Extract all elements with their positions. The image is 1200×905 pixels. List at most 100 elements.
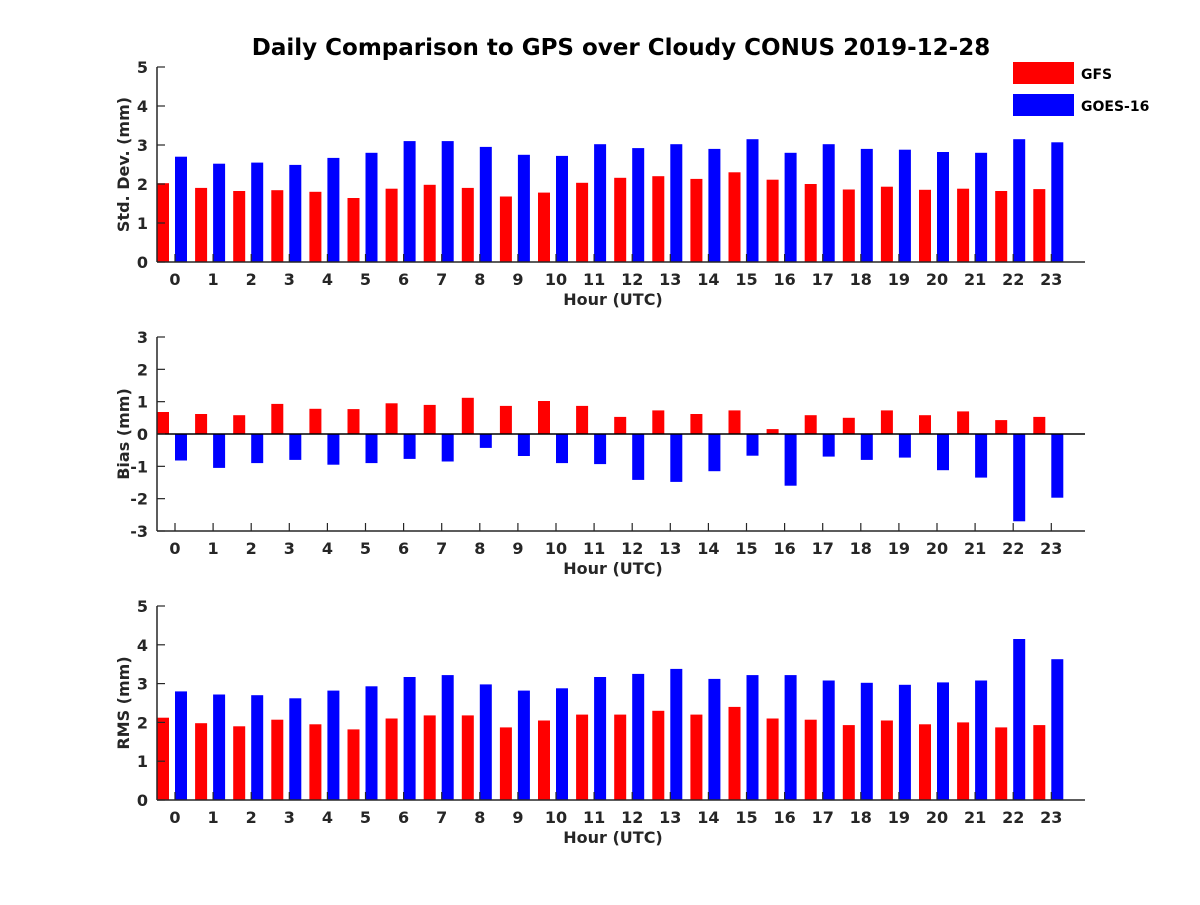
- x-tick-label: 6: [398, 539, 409, 558]
- bar-goes-16-hour-3: [289, 164, 302, 262]
- x-tick-label: 9: [512, 270, 523, 289]
- bar-gfs-hour-1: [195, 723, 208, 800]
- y-tick-label: 1: [137, 214, 148, 233]
- bar-gfs-hour-21: [957, 722, 970, 800]
- legend-swatch-goes-16: [1013, 94, 1074, 116]
- bar-gfs-hour-1: [195, 187, 208, 262]
- x-tick-label: 13: [659, 539, 681, 558]
- bar-gfs-hour-5: [347, 409, 360, 434]
- bar-gfs-hour-14: [690, 414, 703, 434]
- bar-gfs-hour-6: [385, 188, 398, 262]
- y-tick-label: 4: [137, 97, 148, 116]
- bar-goes-16-hour-21: [975, 434, 988, 478]
- x-tick-label: 18: [850, 270, 872, 289]
- legend-label-gfs: GFS: [1081, 67, 1112, 83]
- y-axis-title: RMS (mm): [114, 656, 133, 749]
- bar-goes-16-hour-23: [1051, 659, 1064, 800]
- bar-goes-16-hour-5: [365, 686, 378, 800]
- y-tick-label: 5: [137, 597, 148, 616]
- x-tick-label: 9: [512, 808, 523, 827]
- bar-gfs-hour-6: [385, 718, 398, 800]
- x-tick-label: 4: [322, 539, 333, 558]
- bar-gfs-hour-13: [652, 710, 665, 800]
- bar-gfs-hour-14: [690, 714, 703, 800]
- bar-goes-16-hour-12: [632, 673, 645, 800]
- y-tick-label: 2: [137, 175, 148, 194]
- bar-gfs-hour-7: [423, 715, 436, 800]
- bar-gfs-hour-21: [957, 188, 970, 262]
- bar-gfs-hour-9: [499, 196, 512, 262]
- bar-goes-16-hour-15: [746, 139, 759, 262]
- x-tick-label: 7: [436, 270, 447, 289]
- bar-gfs-hour-18: [842, 725, 855, 800]
- x-tick-label: 19: [888, 539, 910, 558]
- bar-gfs-hour-8: [461, 187, 474, 262]
- bar-goes-16-hour-5: [365, 152, 378, 262]
- bar-gfs-hour-11: [576, 714, 589, 800]
- x-tick-label: 4: [322, 270, 333, 289]
- bar-goes-16-hour-20: [937, 434, 949, 471]
- bar-gfs-hour-20: [919, 724, 931, 800]
- x-tick-label: 21: [964, 808, 986, 827]
- x-tick-label: 11: [583, 270, 605, 289]
- chart-legend: GFS GOES-16: [1013, 62, 1149, 116]
- bar-goes-16-hour-14: [708, 148, 721, 262]
- bar-goes-16-hour-16: [784, 152, 797, 262]
- bar-gfs-hour-22: [995, 191, 1008, 262]
- x-tick-label: 17: [812, 808, 834, 827]
- x-tick-label: 5: [360, 808, 371, 827]
- bar-gfs-hour-21: [957, 411, 970, 434]
- x-tick-label: 10: [545, 270, 567, 289]
- bar-gfs-hour-22: [995, 420, 1008, 434]
- chart-title: Daily Comparison to GPS over Cloudy CONU…: [252, 35, 990, 61]
- bar-goes-16-hour-17: [822, 434, 835, 457]
- bar-goes-16-hour-8: [479, 684, 492, 800]
- bar-gfs-hour-12: [614, 177, 627, 262]
- y-tick-label: 3: [137, 675, 148, 694]
- bar-gfs-hour-23: [1033, 189, 1046, 262]
- bar-gfs-hour-7: [423, 404, 436, 434]
- y-tick-label: 0: [137, 791, 148, 810]
- y-tick-label: -1: [130, 457, 148, 476]
- bar-goes-16-hour-7: [441, 434, 454, 462]
- bar-goes-16-hour-10: [556, 688, 568, 800]
- bar-gfs-hour-0: [157, 717, 169, 800]
- bar-goes-16-hour-1: [213, 434, 226, 468]
- bar-gfs-hour-23: [1033, 725, 1046, 800]
- bar-gfs-hour-18: [842, 189, 855, 262]
- bar-gfs-hour-3: [271, 719, 284, 800]
- bar-gfs-hour-15: [728, 410, 741, 434]
- bar-goes-16-hour-18: [860, 148, 873, 262]
- x-tick-label: 14: [697, 270, 719, 289]
- bar-gfs-hour-12: [614, 714, 627, 800]
- y-tick-label: 1: [137, 393, 148, 412]
- bar-goes-16-hour-13: [670, 144, 683, 262]
- bar-gfs-hour-2: [233, 191, 246, 262]
- x-tick-label: 7: [436, 808, 447, 827]
- x-tick-label: 12: [621, 270, 643, 289]
- bar-goes-16-hour-19: [898, 434, 911, 458]
- bar-gfs-hour-10: [538, 401, 550, 434]
- x-tick-label: 7: [436, 539, 447, 558]
- bar-goes-16-hour-0: [175, 156, 187, 262]
- x-tick-label: 12: [621, 808, 643, 827]
- bar-goes-16-hour-4: [327, 157, 340, 262]
- bar-gfs-hour-6: [385, 403, 398, 434]
- bar-goes-16-hour-9: [517, 690, 530, 800]
- bar-goes-16-hour-3: [289, 698, 302, 800]
- bar-gfs-hour-19: [880, 186, 893, 262]
- y-tick-label: -3: [130, 522, 148, 541]
- y-tick-label: 3: [137, 328, 148, 347]
- bar-gfs-hour-3: [271, 403, 284, 434]
- x-tick-label: 11: [583, 808, 605, 827]
- bar-gfs-hour-16: [766, 179, 779, 262]
- bar-goes-16-hour-21: [975, 152, 988, 262]
- bar-goes-16-hour-22: [1013, 639, 1026, 800]
- bar-gfs-hour-10: [538, 192, 550, 262]
- bar-goes-16-hour-15: [746, 675, 759, 800]
- bar-goes-16-hour-10: [556, 155, 568, 262]
- bar-gfs-hour-4: [309, 191, 322, 262]
- y-tick-label: 0: [137, 253, 148, 272]
